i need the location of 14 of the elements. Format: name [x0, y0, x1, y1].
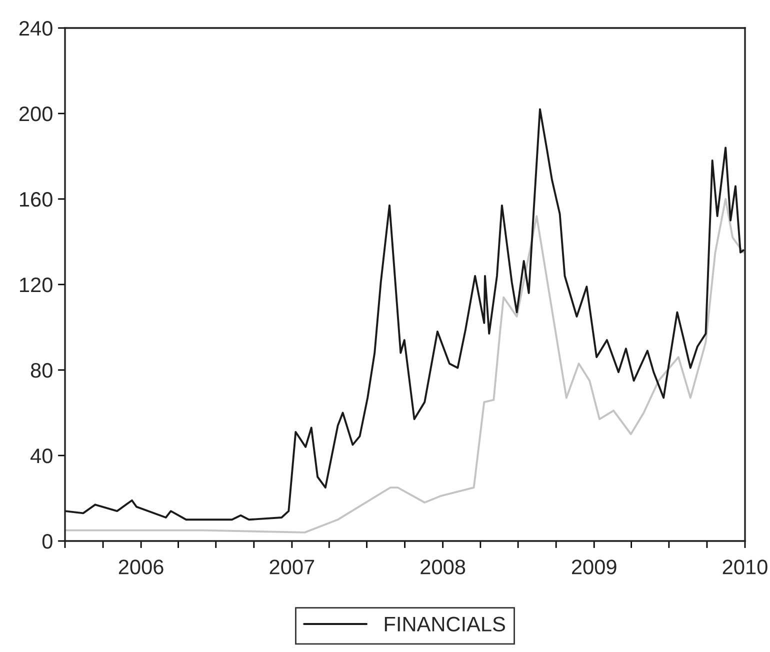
x-tick-label: 2006 [118, 560, 164, 574]
y-tick-label: 200 [19, 106, 52, 122]
legend-label: FINANCIALS [384, 616, 505, 632]
y-tick-label: 40 [30, 448, 52, 464]
y-tick-label: 80 [30, 363, 52, 378]
line-series [65, 198, 744, 534]
y-tick-label: 240 [19, 21, 52, 36]
x-tick-label: 2007 [270, 560, 314, 574]
x-tick-label: 2009 [572, 560, 616, 574]
y-tick-label: 120 [20, 278, 52, 292]
y-tick-label: 0 [42, 534, 52, 549]
x-tick-label: 2008 [420, 560, 466, 574]
x-tick-label: 2010 [722, 560, 768, 574]
y-tick-label: 160 [20, 192, 52, 207]
